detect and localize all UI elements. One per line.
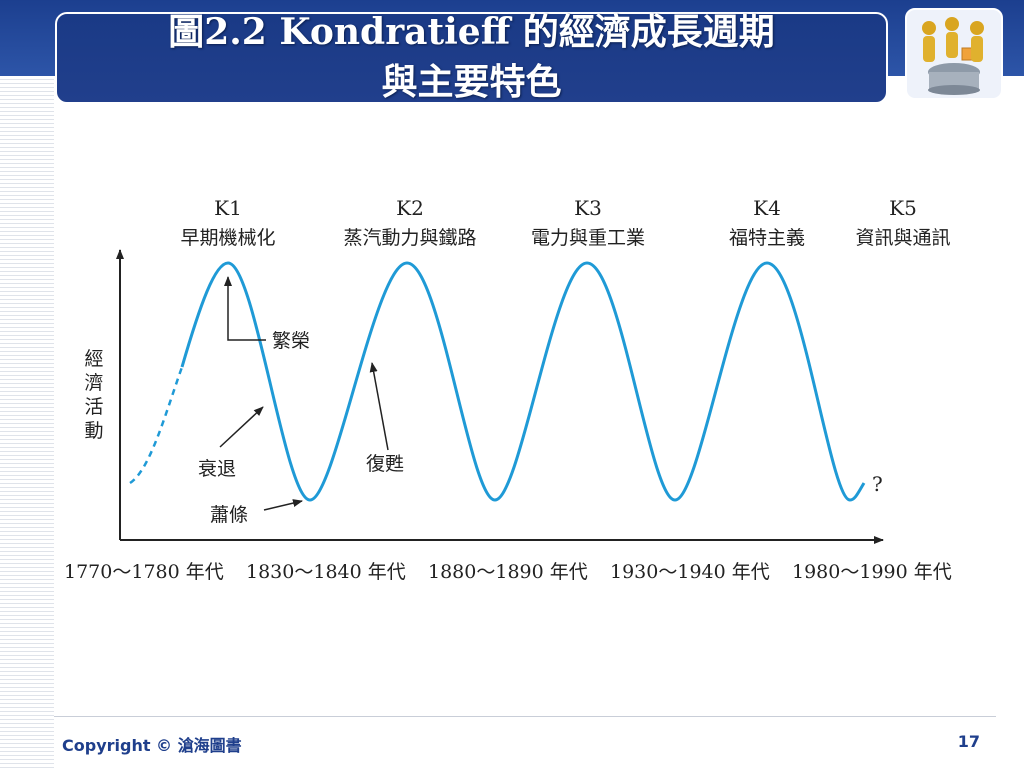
cycle-code-k2: K2	[396, 196, 424, 220]
footer-divider	[54, 716, 996, 717]
recession-arrow	[219, 406, 264, 448]
cycle-code-k3: K3	[574, 196, 602, 220]
footer-copyright: Copyright © 滄海圖書	[62, 736, 242, 755]
cycle-label-k4: 福特主義	[729, 227, 805, 249]
cycle-label-k5: 資訊與通訊	[855, 227, 950, 249]
kondratieff-cycle-diagram: 經 濟 活 動 K1 早期機械化 K2 蒸汽動力與鐵路 K3 電力與重工業 K4…	[60, 185, 980, 595]
annotation-boom: 繁榮	[272, 330, 310, 352]
y-axis-label-char: 濟	[84, 372, 103, 394]
x-label: 1930～1940 年代	[610, 561, 770, 583]
recovery-arrow	[369, 362, 389, 451]
x-label: 1880～1890 年代	[428, 561, 588, 583]
slide-title-line-1: 圖2.2 Kondratieff 的經濟成長週期	[168, 11, 775, 53]
y-axis-label-char: 經	[84, 348, 103, 370]
y-axis-label-char: 活	[84, 396, 103, 418]
boom-arrow	[224, 276, 266, 341]
title-box	[55, 12, 888, 104]
x-label: 1770～1780 年代	[64, 561, 224, 583]
slide-title-line-2: 與主要特色	[381, 61, 562, 103]
annotation-depression: 蕭條	[210, 504, 248, 526]
left-stripe-decoration	[0, 0, 54, 768]
cycle-label-k2: 蒸汽動力與鐵路	[343, 227, 476, 249]
cycle-code-k5: K5	[889, 196, 917, 220]
cycle-label-k3: 電力與重工業	[531, 227, 645, 249]
annotation-recovery: 復甦	[366, 453, 404, 475]
x-label: 1830～1840 年代	[246, 561, 406, 583]
y-axis-label-char: 動	[84, 420, 103, 442]
annotation-unknown: ?	[872, 472, 883, 496]
cycle-code-k4: K4	[753, 196, 781, 220]
people-at-table-icon	[905, 8, 1003, 100]
wave-dashed-start	[129, 366, 184, 485]
economic-wave	[180, 261, 866, 502]
cycle-code-k1: K1	[214, 196, 242, 220]
page-number: 17	[957, 732, 980, 751]
cycle-label-k1: 早期機械化	[180, 227, 275, 249]
annotation-recession: 衰退	[198, 458, 236, 480]
x-label: 1980～1990 年代	[792, 561, 952, 583]
depression-arrow	[263, 499, 303, 511]
